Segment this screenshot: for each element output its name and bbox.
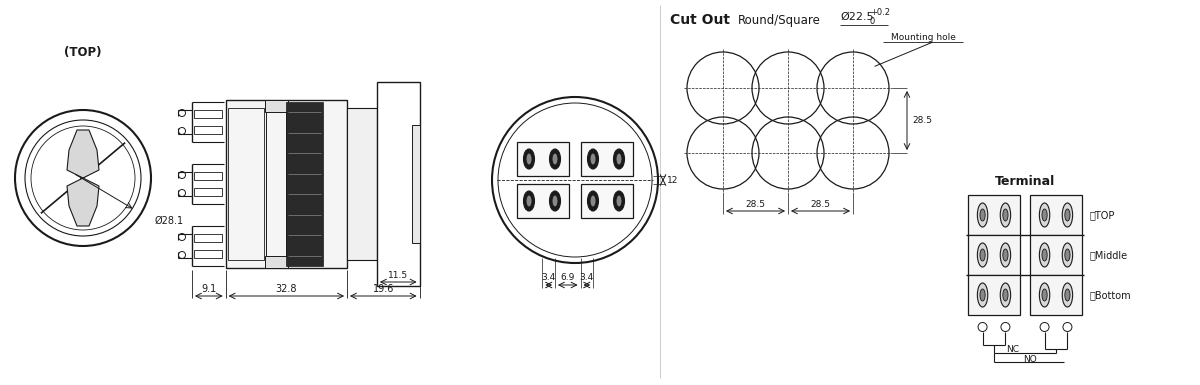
Bar [517, 184, 569, 218]
Text: 3.4: 3.4 [541, 273, 556, 283]
Text: 28.5: 28.5 [745, 199, 766, 209]
Bar [194, 126, 222, 134]
Ellipse shape [977, 283, 988, 307]
Text: 下Bottom: 下Bottom [1090, 290, 1132, 300]
Bar [517, 142, 569, 176]
Text: 上TOP: 上TOP [1090, 210, 1115, 220]
Ellipse shape [1042, 289, 1048, 301]
Text: +0.2: +0.2 [870, 7, 890, 17]
Bar [194, 110, 222, 118]
Bar [264, 100, 288, 112]
Ellipse shape [550, 149, 560, 169]
Polygon shape [67, 130, 100, 178]
Ellipse shape [588, 149, 599, 169]
Ellipse shape [1064, 209, 1070, 221]
Ellipse shape [1039, 283, 1050, 307]
Ellipse shape [1042, 249, 1048, 261]
Text: 中Middle: 中Middle [1090, 250, 1128, 260]
Text: Mounting hole: Mounting hole [890, 32, 955, 42]
Polygon shape [67, 178, 100, 226]
Text: 19.6: 19.6 [373, 284, 394, 294]
Bar [194, 188, 222, 196]
Ellipse shape [526, 195, 532, 207]
Ellipse shape [616, 195, 622, 207]
Text: 12: 12 [667, 176, 678, 184]
Ellipse shape [1003, 249, 1008, 261]
Text: 11.5: 11.5 [389, 271, 408, 280]
Ellipse shape [1039, 243, 1050, 267]
Bar [377, 82, 420, 286]
Text: 28.5: 28.5 [810, 199, 830, 209]
Text: NO: NO [1024, 355, 1037, 363]
Circle shape [1040, 323, 1049, 331]
Ellipse shape [523, 149, 534, 169]
Ellipse shape [977, 203, 988, 227]
Bar [226, 100, 347, 268]
Text: 32.8: 32.8 [276, 284, 298, 294]
Circle shape [978, 323, 988, 331]
Circle shape [1001, 323, 1010, 331]
Ellipse shape [590, 195, 596, 207]
Ellipse shape [1001, 203, 1010, 227]
Bar [968, 235, 1020, 275]
Ellipse shape [1062, 283, 1073, 307]
Bar [412, 125, 420, 243]
Ellipse shape [980, 289, 985, 301]
Bar [194, 250, 222, 258]
Ellipse shape [588, 191, 599, 211]
Text: 9.1: 9.1 [202, 284, 216, 294]
Ellipse shape [980, 209, 985, 221]
Bar [194, 172, 222, 180]
Ellipse shape [1001, 283, 1010, 307]
Ellipse shape [1001, 243, 1010, 267]
Ellipse shape [980, 249, 985, 261]
Bar [1030, 195, 1082, 235]
Bar [581, 142, 634, 176]
Ellipse shape [523, 191, 534, 211]
Ellipse shape [613, 191, 624, 211]
Bar [581, 184, 634, 218]
Text: Ø28.1: Ø28.1 [155, 216, 184, 226]
Bar [264, 256, 288, 268]
Ellipse shape [1042, 209, 1048, 221]
Ellipse shape [977, 243, 988, 267]
Text: Terminal: Terminal [995, 174, 1055, 187]
Ellipse shape [1003, 209, 1008, 221]
Text: 28.5: 28.5 [912, 116, 932, 125]
Bar [968, 195, 1020, 235]
Text: (TOP): (TOP) [65, 45, 102, 59]
Text: Round/Square: Round/Square [738, 13, 821, 27]
Bar [1030, 275, 1082, 315]
Text: Cut Out: Cut Out [670, 13, 730, 27]
Circle shape [1063, 323, 1072, 331]
Bar [287, 102, 323, 266]
Ellipse shape [590, 153, 596, 165]
Ellipse shape [552, 153, 558, 165]
Ellipse shape [550, 191, 560, 211]
Bar [1030, 235, 1082, 275]
Text: Ø22.5: Ø22.5 [840, 12, 874, 22]
Ellipse shape [1003, 289, 1008, 301]
Ellipse shape [616, 153, 622, 165]
Bar [347, 108, 377, 260]
Ellipse shape [613, 149, 624, 169]
Text: 3.4: 3.4 [580, 273, 594, 283]
Bar [194, 234, 222, 242]
Text: 6.9: 6.9 [560, 273, 575, 283]
Bar [228, 108, 264, 260]
Bar [968, 275, 1020, 315]
Ellipse shape [526, 153, 532, 165]
Text: NC: NC [1006, 345, 1019, 353]
Ellipse shape [1039, 203, 1050, 227]
Ellipse shape [552, 195, 558, 207]
Ellipse shape [1062, 243, 1073, 267]
Text: 0: 0 [870, 17, 875, 25]
Ellipse shape [1064, 249, 1070, 261]
Ellipse shape [1064, 289, 1070, 301]
Ellipse shape [1062, 203, 1073, 227]
